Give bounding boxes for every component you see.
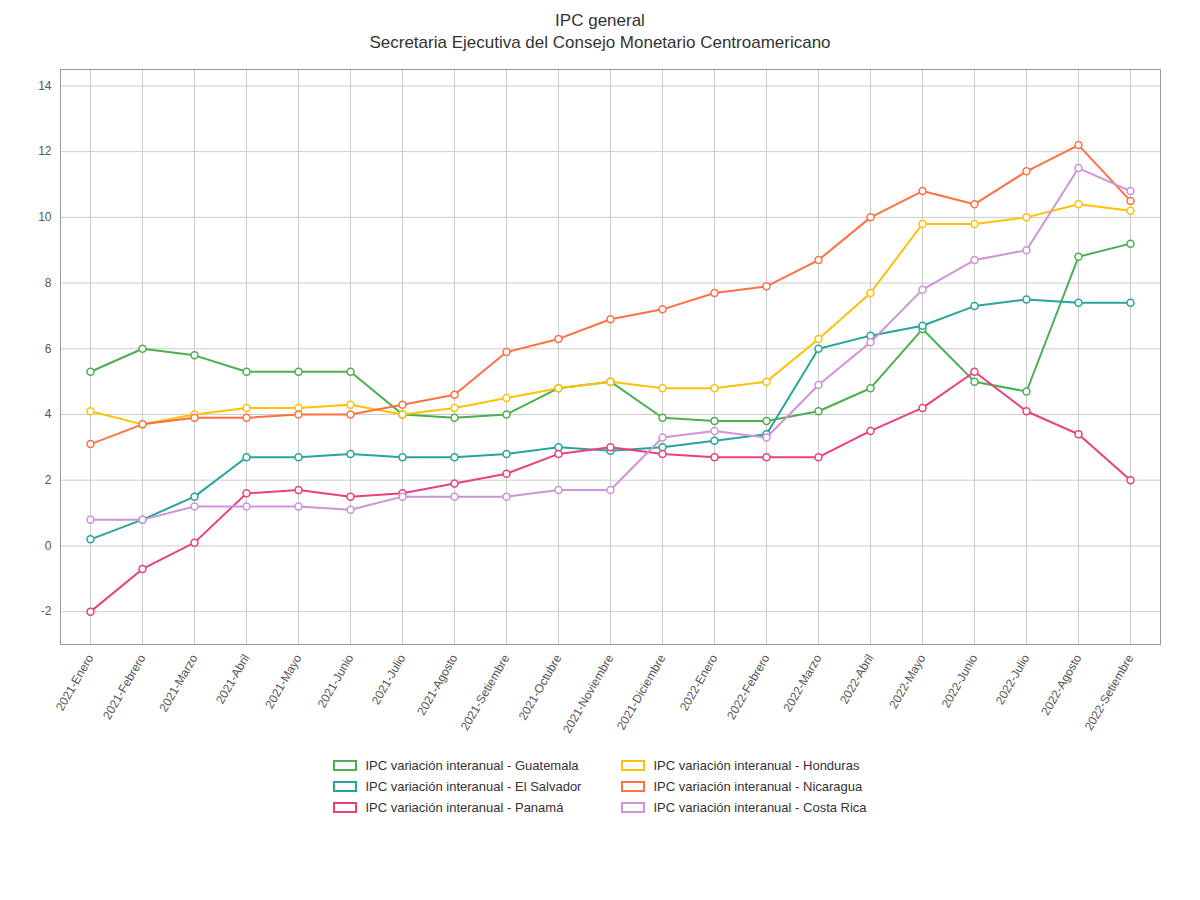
svg-text:2021-Octubre: 2021-Octubre xyxy=(516,652,565,723)
html-text:IPC general: IPC general xyxy=(555,11,645,30)
svg-text:2022-Enero: 2022-Enero xyxy=(677,652,721,714)
svg-text:2: 2 xyxy=(45,473,52,487)
svg-text:2022-Marzo: 2022-Marzo xyxy=(780,652,824,715)
svg-text:2021-Agosto: 2021-Agosto xyxy=(414,652,460,718)
svg-text:2022-Setiembre: 2022-Setiembre xyxy=(1082,652,1137,733)
svg-text:2021-Enero: 2021-Enero xyxy=(53,652,97,714)
svg-text:2021-Noviembre: 2021-Noviembre xyxy=(560,652,617,736)
svg-text:2021-Marzo: 2021-Marzo xyxy=(156,652,200,715)
svg-text:10: 10 xyxy=(38,210,52,224)
svg-text:2022-Agosto: 2022-Agosto xyxy=(1038,652,1084,718)
svg-text:12: 12 xyxy=(38,145,52,159)
svg-text:14: 14 xyxy=(38,79,52,93)
svg-text:2022-Abril: 2022-Abril xyxy=(837,652,876,706)
svg-text:2021-Abril: 2021-Abril xyxy=(213,652,252,706)
svg-text:6: 6 xyxy=(45,342,52,356)
svg-text:-2: -2 xyxy=(41,605,52,619)
svg-text:2022-Junio: 2022-Junio xyxy=(939,652,981,711)
html-text:IPC variación interanual - Cos: IPC variación interanual - Costa Rica xyxy=(653,800,867,816)
svg-text:2022-Febrero: 2022-Febrero xyxy=(724,652,773,722)
html-text:IPC variación interanual - El: IPC variación interanual - El Salvador xyxy=(365,779,582,795)
svg-text:2021-Julio: 2021-Julio xyxy=(369,652,409,707)
svg-text:2021-Mayo: 2021-Mayo xyxy=(262,652,304,711)
html-text:IPC variación interanual - Nic: IPC variación interanual - Nicaragua xyxy=(653,779,863,795)
svg-text:4: 4 xyxy=(45,408,52,422)
html-text:IPC variación interanual - Gua: IPC variación interanual - Guatemala xyxy=(365,758,579,774)
html-text:IPC variación interanual - Hon: IPC variación interanual - Honduras xyxy=(653,758,860,774)
svg-text:2022-Mayo: 2022-Mayo xyxy=(886,652,928,711)
svg-text:2021-Setiembre: 2021-Setiembre xyxy=(458,652,513,733)
svg-text:2022-Julio: 2022-Julio xyxy=(993,652,1033,707)
svg-text:2021-Febrero: 2021-Febrero xyxy=(100,652,149,722)
svg-text:2021-Junio: 2021-Junio xyxy=(315,652,357,711)
svg-text:0: 0 xyxy=(45,539,52,553)
html-text:IPC variación interanual - Pan: IPC variación interanual - Panamá xyxy=(365,800,564,816)
svg-text:8: 8 xyxy=(45,276,52,290)
html-text:Secretaria Ejecutiva del Conse: Secretaria Ejecutiva del Consejo Monetar… xyxy=(369,33,831,53)
svg-text:2021-Diciembre: 2021-Diciembre xyxy=(614,652,669,733)
